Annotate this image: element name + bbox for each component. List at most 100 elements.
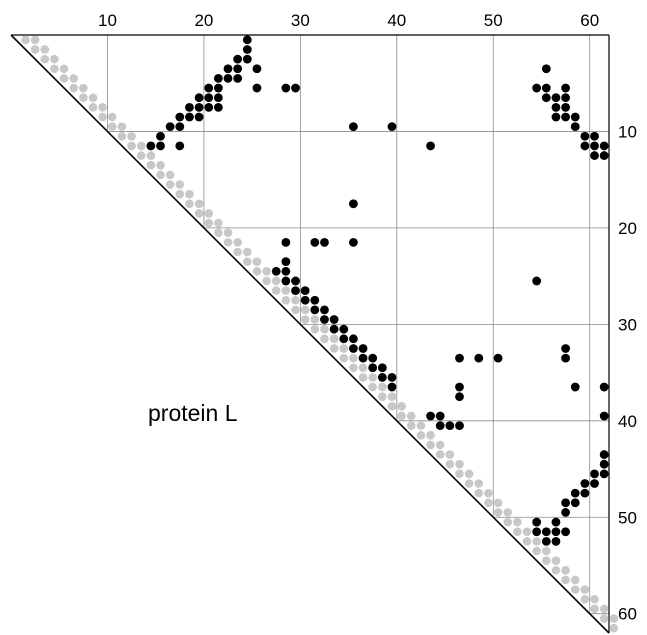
contact-point — [291, 286, 300, 295]
contact-point — [349, 199, 358, 209]
diagonal-marker — [223, 228, 233, 238]
contact-point — [599, 469, 609, 479]
diagonal-marker — [493, 498, 503, 508]
contact-point — [339, 334, 349, 344]
diagonal-marker — [271, 286, 281, 295]
diagonal-marker — [542, 556, 551, 565]
diagonal-marker — [406, 421, 416, 430]
diagonal-marker — [474, 479, 484, 488]
diagonal-marker — [397, 402, 406, 411]
diagonal-marker — [50, 64, 59, 74]
contact-point — [599, 459, 609, 469]
contact-point — [387, 373, 397, 382]
contact-point — [455, 353, 464, 363]
diagonal-marker — [69, 74, 78, 83]
diagonal-marker — [300, 315, 310, 324]
diagonal-marker — [223, 238, 233, 247]
diagonal-marker — [233, 247, 242, 257]
diagonal-marker — [310, 315, 320, 324]
diagonal-marker — [542, 546, 551, 556]
diagonal-marker — [339, 344, 349, 353]
contact-point — [213, 74, 223, 83]
contact-point — [599, 382, 609, 392]
diagonal-marker — [435, 450, 445, 459]
diagonal-marker — [387, 402, 397, 411]
contact-point — [165, 122, 175, 132]
diagonal-marker — [445, 459, 455, 469]
contact-point — [426, 141, 435, 151]
diagonal-marker — [464, 469, 474, 479]
diagonal-marker — [378, 382, 387, 392]
diagonal-marker — [21, 35, 30, 45]
diagonal-marker — [156, 170, 165, 180]
contact-point — [561, 498, 570, 508]
contact-point — [223, 74, 233, 83]
contact-point — [175, 112, 185, 122]
diagonal-marker — [40, 45, 50, 54]
contact-point — [541, 83, 551, 93]
contact-point — [590, 151, 599, 160]
diagonal-marker — [329, 334, 339, 344]
diagonal-marker — [455, 469, 464, 479]
contact-point — [551, 536, 561, 546]
contact-point — [570, 122, 580, 132]
contact-point — [377, 373, 387, 382]
contact-point — [194, 93, 204, 103]
diagonal-marker — [358, 363, 368, 373]
contact-point — [368, 353, 378, 363]
contact-point — [349, 334, 358, 344]
contact-point — [590, 131, 599, 141]
protein-label: protein L — [148, 400, 238, 426]
diagonal-marker — [532, 537, 541, 546]
diagonal-marker — [455, 459, 464, 469]
diagonal-marker — [185, 199, 194, 209]
contact-point — [146, 141, 156, 151]
diagonal-marker — [262, 267, 271, 276]
diagonal-marker — [503, 517, 513, 527]
contact-point — [213, 102, 223, 112]
contact-point — [204, 83, 214, 93]
diagonal-marker — [107, 112, 117, 122]
diagonal-marker — [88, 93, 98, 102]
diagonal-marker — [426, 430, 435, 440]
contact-point — [233, 74, 243, 83]
diagonal-marker — [561, 566, 570, 575]
contact-point — [590, 141, 599, 151]
diagonal-marker — [117, 131, 127, 141]
diagonal-marker — [368, 382, 377, 392]
diagonal-marker — [378, 392, 387, 401]
diagonal-marker — [310, 324, 320, 334]
contact-point — [281, 266, 291, 276]
diagonal-marker — [252, 257, 262, 266]
contact-point — [599, 450, 609, 459]
diagonal-marker — [320, 324, 329, 334]
diagonal-marker — [291, 295, 300, 305]
diagonal-marker — [474, 488, 484, 498]
contact-point — [387, 382, 397, 392]
diagonal-marker — [214, 218, 223, 228]
diagonal-marker — [484, 498, 493, 508]
contact-point — [435, 411, 445, 421]
contact-point — [310, 305, 320, 315]
diagonal-marker — [146, 151, 156, 160]
contact-point — [580, 479, 590, 488]
x-tick-label: 40 — [387, 11, 406, 30]
contact-point — [156, 131, 165, 141]
contact-point — [570, 112, 580, 122]
contact-point — [561, 93, 570, 103]
diagonal-marker — [532, 546, 541, 556]
diagonal-marker — [107, 122, 117, 131]
diagonal-marker — [513, 527, 522, 537]
contact-point — [185, 102, 194, 112]
diagonal-marker — [416, 430, 426, 440]
contact-point — [320, 305, 329, 315]
diagonal-marker — [204, 209, 214, 218]
contact-point — [281, 83, 291, 93]
y-tick-label: 20 — [618, 219, 637, 238]
diagonal-marker — [281, 286, 291, 295]
contact-point — [358, 344, 368, 353]
contact-point — [204, 102, 214, 112]
diagonal-marker — [243, 247, 252, 257]
contact-point — [551, 102, 561, 112]
contact-point — [368, 363, 378, 373]
